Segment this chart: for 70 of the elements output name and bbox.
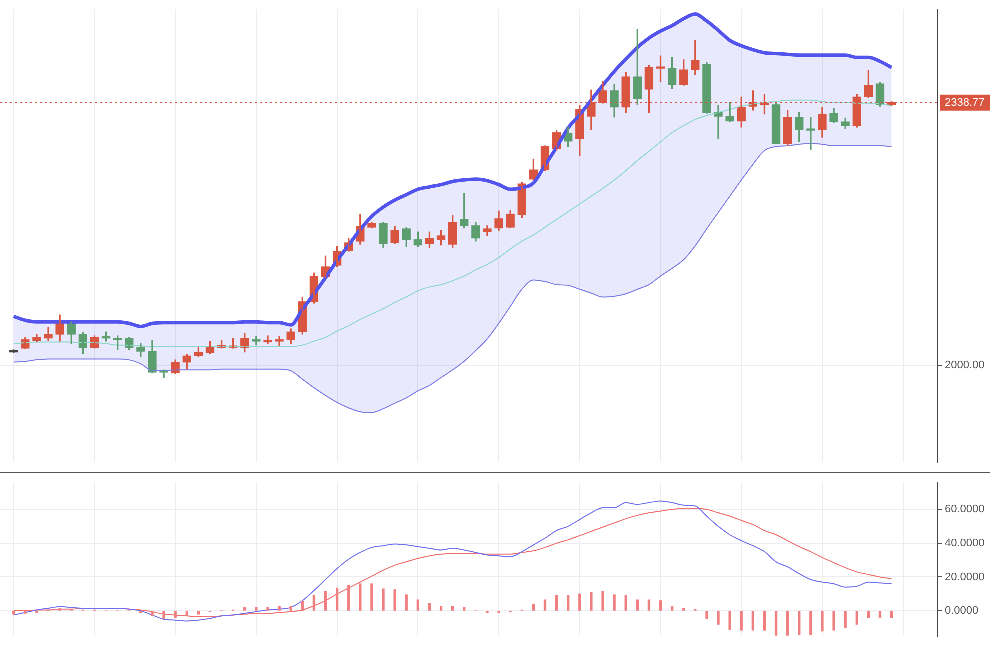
bar [359,584,362,611]
bar [740,611,743,631]
bar [162,611,166,619]
y-tick-label: 2000.00 [945,360,985,372]
candlestick [275,336,284,346]
bar [452,606,454,611]
bar [197,611,200,615]
candlestick [806,117,816,150]
bar [717,611,720,625]
bar [544,600,547,611]
bar [821,611,824,632]
bar [682,608,686,611]
bar [832,611,836,631]
bar [312,596,316,611]
bar [324,591,328,611]
bar [602,591,604,611]
bar [255,607,258,611]
bar [590,592,593,611]
bar [670,606,674,611]
y-tick-label: 0.0000 [945,605,979,618]
bar [867,611,870,618]
bar [763,611,766,631]
bar [405,594,408,611]
bar [624,596,628,611]
y-tick-label: 2338.77 [945,96,985,109]
bar [567,596,570,611]
bar [348,585,350,611]
bar [659,600,662,611]
bar [370,584,374,611]
bar [578,594,582,611]
bar [12,611,16,615]
bar [636,600,639,611]
bar [416,600,420,611]
candlestick [656,56,666,82]
bar [58,608,62,611]
y-tick-label: 60.0000 [945,504,985,516]
bar [244,607,246,611]
bar [186,611,188,616]
bar [648,600,651,611]
candlestick [252,336,261,346]
bar [774,611,778,636]
bar [463,607,466,611]
bar [752,611,755,631]
y-tick-label: 20.0000 [945,571,985,584]
bar [706,611,708,619]
line-series [13,143,892,414]
bar [786,611,790,636]
bar [856,611,858,625]
bar [844,611,847,628]
bar [174,611,177,618]
bar [555,596,558,611]
bar [290,606,292,611]
bar [151,611,154,616]
bar [878,611,882,618]
bar [532,604,536,611]
bar [301,601,304,611]
bar [382,588,385,611]
bar [278,606,281,611]
bar [394,590,396,611]
bar [336,588,339,611]
bar [440,606,443,611]
bar [890,611,894,618]
y-tick-label: 40.0000 [945,537,985,550]
bar [428,603,432,611]
bar [810,611,812,636]
bar [266,607,270,611]
bar [798,611,801,636]
bar [728,611,732,630]
bar [24,611,27,614]
bar [613,594,616,611]
